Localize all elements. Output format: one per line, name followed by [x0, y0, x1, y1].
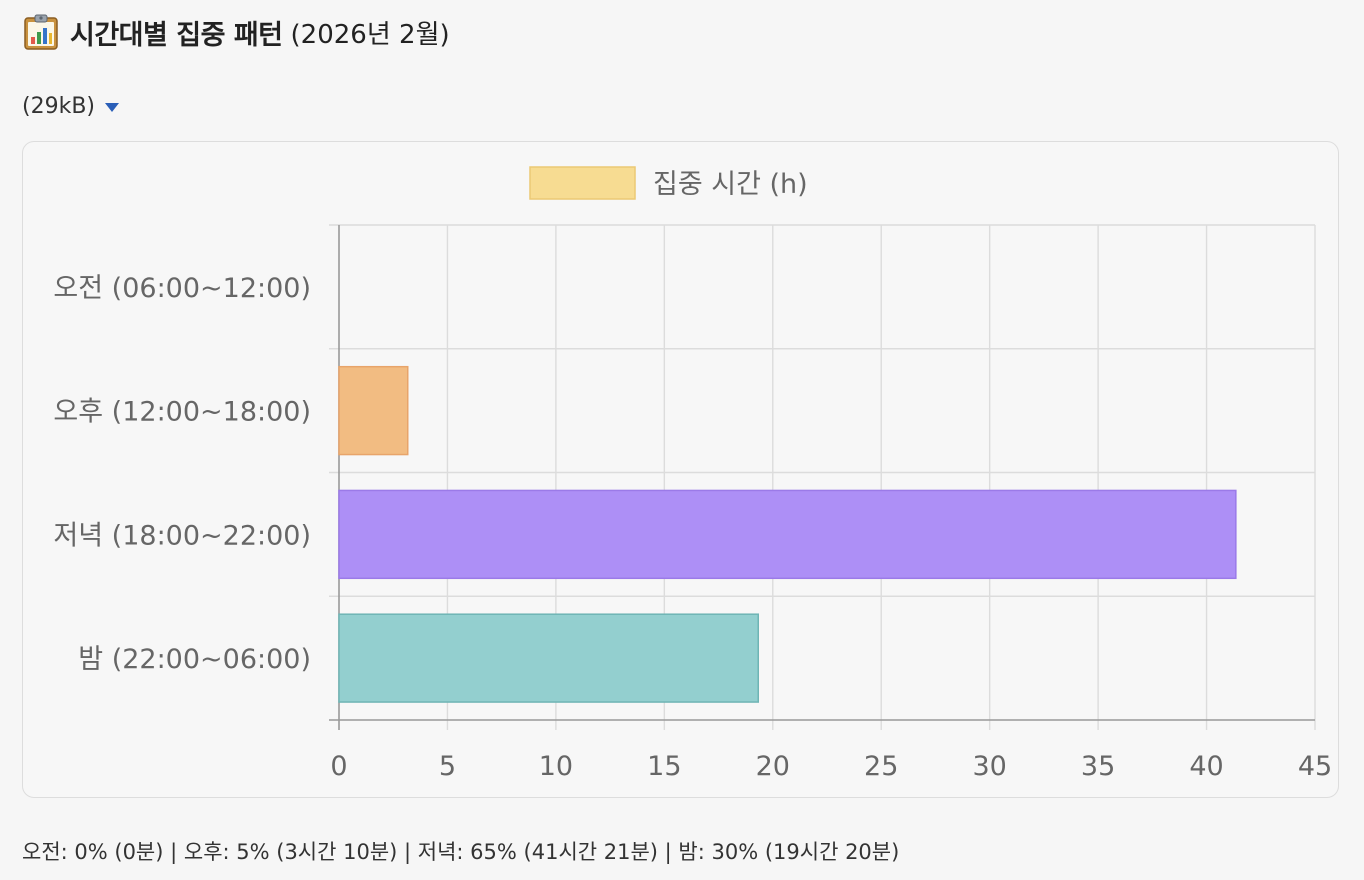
chart-legend[interactable]: 집중 시간 (h) — [529, 166, 808, 200]
chart-grid — [329, 224, 1316, 730]
x-tick-label: 40 — [1189, 751, 1223, 782]
bar-1[interactable] — [338, 365, 409, 456]
bar-chart: 집중 시간 (h) 오전 (06:00~12:00) 오후 (12:00~18:0… — [53, 166, 1332, 782]
bar-chart-clipboard-icon — [24, 14, 58, 50]
legend-swatch — [529, 166, 636, 200]
x-tick-label: 35 — [1081, 751, 1115, 782]
chart-header: 시간대별 집중 패턴 (2026년 2월) — [22, 10, 450, 54]
x-tick-label: 0 — [330, 751, 347, 782]
x-tick-label: 10 — [539, 751, 573, 782]
chart-card: 집중 시간 (h) 오전 (06:00~12:00) 오후 (12:00~18:0… — [22, 141, 1339, 798]
page-title: 시간대별 집중 패턴 — [70, 19, 283, 51]
chart-bars — [338, 365, 1237, 703]
y-tick-label: 밤 (22:00~06:00) — [78, 644, 311, 675]
page-subtitle: (2026년 2월) — [290, 19, 450, 50]
x-tick-label: 15 — [647, 751, 681, 782]
y-tick-label: 저녁 (18:00~22:00) — [53, 520, 311, 551]
legend-label: 집중 시간 (h) — [653, 169, 808, 200]
y-axis-labels: 오전 (06:00~12:00) 오후 (12:00~18:00) 저녁 (18:0… — [53, 273, 311, 675]
x-tick-label: 20 — [756, 751, 790, 782]
y-tick-label: 오후 (12:00~18:00) — [53, 397, 311, 428]
file-size-toggle[interactable]: (29kB) — [22, 94, 119, 119]
file-size-label: (29kB) — [22, 94, 95, 119]
x-tick-label: 5 — [439, 751, 456, 782]
bar-2[interactable] — [338, 489, 1237, 580]
x-tick-label: 30 — [972, 751, 1006, 782]
summary-text: 오전: 0% (0분) | 오후: 5% (3시간 10분) | 저녁: 65%… — [22, 840, 900, 864]
y-tick-label: 오전 (06:00~12:00) — [53, 273, 311, 304]
x-tick-label: 25 — [864, 751, 898, 782]
x-tick-label: 45 — [1298, 751, 1332, 782]
caret-down-icon — [105, 103, 119, 112]
bar-3[interactable] — [338, 613, 759, 703]
x-axis-labels: 0 5 10 15 20 25 30 35 40 45 — [330, 751, 1332, 782]
